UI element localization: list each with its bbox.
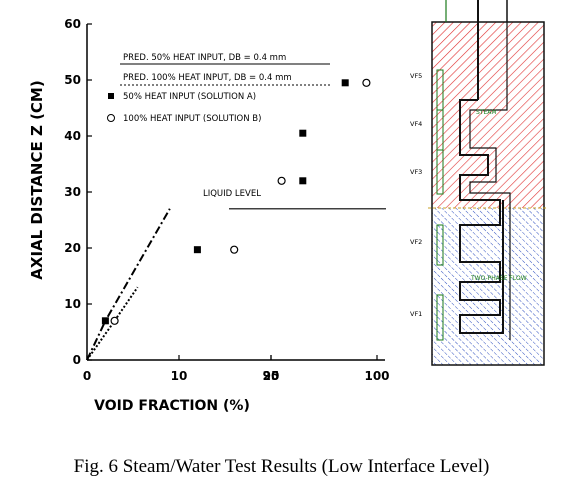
figure-caption: Fig. 6 Steam/Water Test Results (Low Int… (73, 456, 490, 477)
legend: PRED. 50% HEAT INPUT, DB = 0.4 mm PRED. … (107, 53, 330, 124)
liquid-level-label: LIQUID LEVEL (203, 189, 261, 199)
two-phase-label: TWO-PHASE FLOW (470, 275, 527, 282)
y-tick-label: 0 (73, 353, 81, 367)
data-point-circle (362, 78, 371, 87)
x-tick-label: 10 (171, 369, 188, 383)
probe-vf2 (436, 224, 444, 266)
x-tick-label: 20 (263, 369, 280, 383)
y-tick-label: 10 (64, 297, 81, 311)
data-point-square (193, 246, 201, 254)
y-axis-title: AXIAL DISTANCE Z (CM) (28, 80, 46, 279)
legend-entry-solution-b: 100% HEAT INPUT (SOLUTION B) (123, 114, 261, 124)
legend-marker-square (108, 93, 114, 99)
chart-lines (86, 208, 171, 361)
x-tick-label: 95 (263, 369, 280, 383)
x-tick-label: 0 (83, 369, 91, 383)
legend-marker-circle (107, 114, 115, 122)
probe-vf3 (436, 149, 444, 195)
steam-region (432, 22, 544, 208)
label-vf5: VF5 (410, 72, 422, 80)
x-tick-label: 100 (364, 369, 389, 383)
prediction-line (86, 208, 171, 361)
chart-marks (101, 78, 371, 325)
two-phase-region (432, 208, 544, 365)
legend-entry-pred-50: PRED. 50% HEAT INPUT, DB = 0.4 mm (123, 53, 286, 63)
steam-label: STEAM (476, 109, 497, 116)
data-point-square (299, 129, 307, 137)
y-tick-label: 40 (64, 129, 81, 143)
y-tick-label: 50 (64, 73, 81, 87)
data-point-square (299, 177, 307, 185)
data-point-square (341, 79, 349, 87)
legend-entry-pred-100: PRED. 100% HEAT INPUT, DB = 0.4 mm (123, 73, 292, 83)
heater-tube (459, 99, 504, 334)
data-point-square (101, 317, 109, 325)
data-point-circle (110, 316, 119, 325)
label-vf2: VF2 (410, 238, 422, 246)
legend-entry-solution-a: 50% HEAT INPUT (SOLUTION A) (123, 92, 256, 102)
label-vf4: VF4 (410, 120, 422, 128)
y-tick-label: 30 (64, 185, 81, 199)
data-point-circle (277, 176, 286, 185)
test-section-schematic: VF5 VF4 VF3 VF2 VF1 STEAM TWO-PHASE FLOW (410, 0, 548, 366)
y-tick-label: 60 (64, 17, 81, 31)
heater-tube-inner (469, 22, 511, 340)
vessel-outline (431, 21, 545, 366)
probe-vf1 (436, 294, 444, 341)
y-tick-label: 20 (64, 241, 81, 255)
data-point-circle (230, 245, 239, 254)
x-axis-title: VOID FRACTION (%) (94, 398, 250, 414)
label-vf1: VF1 (410, 310, 422, 318)
label-vf3: VF3 (410, 168, 422, 176)
